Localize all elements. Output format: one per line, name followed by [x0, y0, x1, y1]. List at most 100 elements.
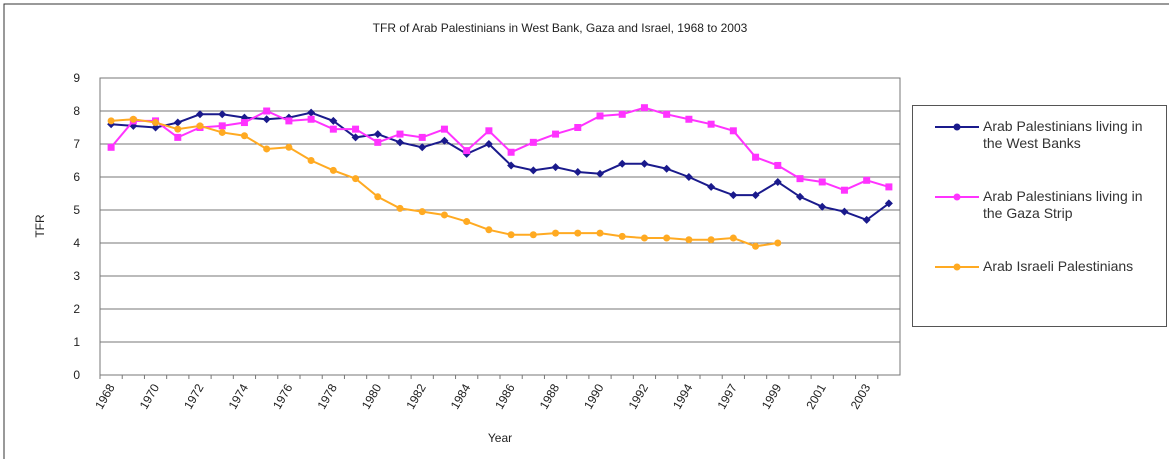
y-tick-label: 6	[73, 170, 80, 184]
marker	[751, 191, 760, 200]
marker	[174, 125, 182, 133]
marker	[307, 115, 315, 123]
marker	[640, 159, 649, 168]
marker	[840, 207, 849, 216]
x-axis-label: Year	[488, 431, 512, 445]
legend-item: Arab Palestinians living in the West Ban…	[933, 118, 1143, 152]
marker	[173, 118, 182, 127]
y-tick-label: 0	[73, 368, 80, 382]
marker	[174, 133, 182, 141]
marker	[684, 173, 693, 181]
marker	[262, 115, 271, 124]
marker	[196, 122, 204, 130]
legend-marker	[953, 123, 961, 131]
marker	[307, 108, 316, 117]
marker	[440, 125, 448, 133]
marker	[618, 159, 627, 168]
marker	[373, 130, 382, 139]
marker	[729, 127, 737, 135]
marker	[507, 161, 516, 170]
series-line	[110, 106, 890, 192]
marker	[773, 177, 782, 186]
marker	[552, 229, 560, 237]
marker	[463, 218, 471, 226]
marker	[440, 211, 448, 219]
legend-marker	[953, 263, 961, 271]
x-tick-label: 1974	[226, 381, 252, 411]
marker	[418, 208, 426, 216]
marker	[351, 133, 360, 142]
marker	[396, 130, 404, 138]
marker	[596, 169, 604, 178]
legend-swatch	[935, 263, 979, 271]
marker	[218, 110, 227, 119]
y-tick-label: 1	[73, 335, 80, 349]
marker	[818, 178, 826, 186]
marker	[374, 193, 382, 201]
marker	[551, 163, 560, 172]
marker	[485, 226, 493, 234]
marker	[796, 175, 804, 183]
x-tick-label: 2001	[803, 381, 829, 411]
marker	[152, 119, 160, 127]
x-tick-label: 2003	[848, 381, 874, 411]
marker	[151, 123, 160, 132]
marker	[529, 166, 538, 175]
marker	[263, 107, 271, 115]
marker	[285, 143, 293, 151]
y-tick-label: 3	[73, 269, 80, 283]
y-tick-label: 9	[73, 71, 80, 85]
marker	[573, 168, 582, 177]
x-tick-label: 1970	[137, 381, 163, 411]
y-tick-label: 2	[73, 302, 80, 316]
legend-item: Arab Israeli Palestinians	[933, 258, 1143, 275]
marker	[352, 125, 360, 133]
marker	[396, 138, 404, 147]
legend: Arab Palestinians living in the West Ban…	[912, 105, 1167, 327]
legend-label: Arab Palestinians living in the Gaza Str…	[983, 188, 1143, 221]
x-tick-label: 1968	[92, 381, 118, 411]
marker	[329, 166, 337, 174]
x-tick-label: 1976	[270, 381, 296, 411]
marker	[662, 164, 671, 173]
marker	[418, 143, 427, 152]
marker	[440, 136, 449, 145]
legend-swatch	[935, 123, 979, 131]
marker	[640, 234, 648, 242]
legend-label: Arab Israeli Palestinians	[983, 258, 1134, 274]
x-tick-label: 1982	[403, 381, 429, 411]
marker	[307, 157, 315, 164]
y-tick-label: 8	[73, 104, 80, 118]
y-tick-label: 5	[73, 203, 80, 217]
marker	[596, 112, 604, 120]
marker	[884, 199, 893, 208]
marker	[107, 117, 115, 125]
x-tick-label: 1997	[714, 381, 740, 411]
marker	[840, 186, 848, 194]
x-tick-label: 1992	[626, 381, 652, 411]
marker	[863, 176, 871, 184]
x-tick-label: 1980	[359, 381, 385, 411]
marker	[574, 229, 582, 237]
marker	[729, 191, 738, 200]
x-tick-label: 1986	[492, 381, 518, 411]
marker	[796, 192, 804, 201]
marker	[752, 242, 760, 250]
marker	[685, 115, 693, 123]
marker	[640, 104, 648, 112]
marker	[329, 116, 338, 125]
x-tick-label: 1988	[537, 381, 563, 411]
marker	[862, 215, 871, 224]
series-line	[111, 111, 890, 222]
marker	[329, 125, 337, 133]
marker	[707, 182, 716, 191]
marker	[663, 234, 671, 242]
marker	[484, 140, 493, 148]
marker	[507, 148, 515, 156]
marker	[396, 204, 404, 212]
marker	[529, 231, 537, 239]
marker	[707, 236, 715, 244]
marker	[529, 138, 537, 146]
x-tick-label: 1994	[670, 381, 696, 411]
